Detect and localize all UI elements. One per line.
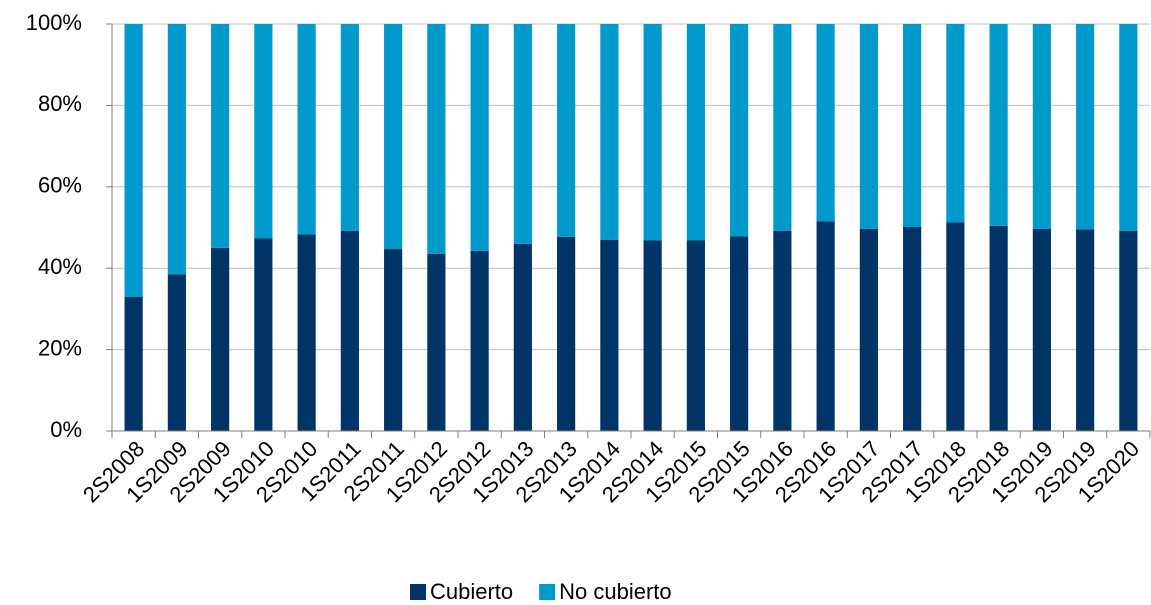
bar-segment bbox=[816, 24, 835, 222]
bar-segment bbox=[773, 24, 792, 231]
bar-segment bbox=[427, 24, 446, 254]
bar-segment bbox=[513, 243, 532, 431]
bar-segment bbox=[254, 238, 273, 431]
bar-segment bbox=[686, 240, 705, 431]
bar-segment bbox=[167, 24, 186, 275]
legend-swatch bbox=[410, 584, 426, 600]
bar-segment bbox=[470, 24, 489, 251]
bar-segment bbox=[859, 228, 878, 431]
bar-segment bbox=[643, 240, 662, 431]
bar-segment bbox=[470, 250, 489, 431]
y-tick-label: 60% bbox=[38, 173, 82, 198]
bar-segment bbox=[989, 24, 1008, 226]
y-tick-label: 100% bbox=[26, 10, 82, 35]
bar-segment bbox=[254, 24, 273, 239]
bar-segment bbox=[903, 226, 922, 431]
bar-segment bbox=[989, 225, 1008, 431]
bar-segment bbox=[340, 230, 359, 431]
bar-segment bbox=[1119, 24, 1138, 231]
bar-segment bbox=[773, 230, 792, 431]
bar-segment bbox=[427, 253, 446, 431]
y-tick-label: 20% bbox=[38, 335, 82, 360]
bar-segment bbox=[730, 24, 749, 237]
bar-segment bbox=[946, 222, 965, 431]
bar-segment bbox=[600, 239, 619, 431]
legend-swatch bbox=[539, 584, 556, 600]
bar-segment bbox=[1032, 24, 1051, 229]
y-tick-label: 0% bbox=[50, 417, 82, 442]
bar-segment bbox=[557, 236, 576, 431]
bar-segment bbox=[211, 247, 230, 431]
bar-segment bbox=[1076, 24, 1095, 230]
bar-segment bbox=[643, 24, 662, 241]
bar-segment bbox=[124, 296, 143, 431]
y-tick-label: 80% bbox=[38, 91, 82, 116]
bar-segment bbox=[297, 234, 316, 431]
bar-segment bbox=[211, 24, 230, 248]
bar-segment bbox=[946, 24, 965, 223]
bar-segment bbox=[384, 24, 403, 250]
bar-segment bbox=[384, 249, 403, 431]
bar-segment bbox=[1119, 230, 1138, 431]
y-tick-label: 40% bbox=[38, 254, 82, 279]
bar-segment bbox=[600, 24, 619, 240]
bar-segment bbox=[124, 24, 143, 297]
bar-segment bbox=[557, 24, 576, 237]
bar-segment bbox=[1076, 229, 1095, 431]
bar-segment bbox=[816, 221, 835, 431]
legend-label: Cubierto bbox=[430, 579, 513, 604]
bar-segment bbox=[297, 24, 316, 235]
bar-segment bbox=[686, 24, 705, 241]
bar-segment bbox=[730, 236, 749, 431]
bar-segment bbox=[340, 24, 359, 231]
bar-segment bbox=[167, 274, 186, 431]
bar-segment bbox=[1032, 228, 1051, 431]
bar-segment bbox=[859, 24, 878, 229]
legend-label: No cubierto bbox=[559, 579, 672, 604]
bar-segment bbox=[903, 24, 922, 227]
bar-segment bbox=[513, 24, 532, 244]
